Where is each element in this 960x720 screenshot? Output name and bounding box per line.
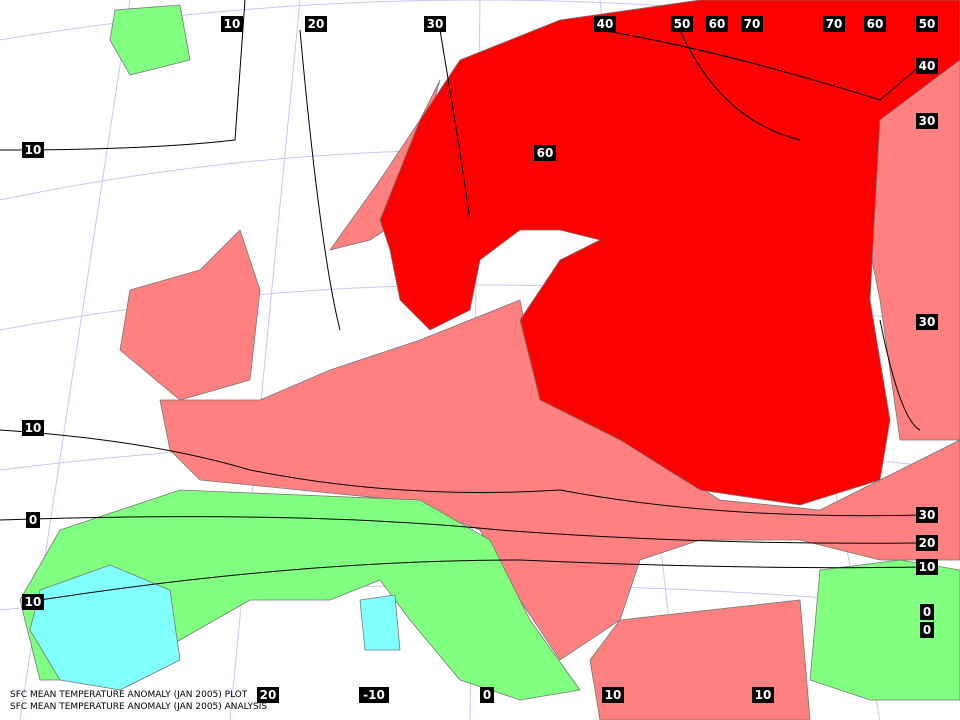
contour-label-text: 10 [25,143,42,157]
contour-label-box [305,16,327,32]
contour-label-text: 60 [867,17,884,31]
contour-label: 10 [602,687,624,703]
contour-label-text: 60 [709,17,726,31]
contour-label: 10 [752,687,774,703]
contour-label-text: 10 [919,560,936,574]
contour-label-text: 10 [25,595,42,609]
contour-label-text: 20 [919,536,936,550]
contour-label: 10 [916,559,938,575]
contour-label-text: 20 [260,688,277,702]
contour-label: 60 [706,16,728,32]
contour-label: 0 [26,512,40,528]
contour-label: 20 [916,535,938,551]
footer-line: SFC MEAN TEMPERATURE ANOMALY (JAN 2005) … [10,690,248,700]
contour-label: 40 [594,16,616,32]
contour-label: 70 [741,16,763,32]
contour-label-text: 30 [427,17,444,31]
contour-label-box [916,507,938,523]
contour-label-text: 70 [744,17,761,31]
contour-label: 0 [920,604,934,620]
contour-label-text: 10 [605,688,622,702]
contour-label-box [22,594,44,610]
contour-label: 40 [916,58,938,74]
contour-label: 60 [534,145,556,161]
contour-label-box [424,16,446,32]
contour-label-box [916,535,938,551]
contour-label-box [257,687,279,703]
contour-label-box [359,687,389,703]
contour-label: 30 [916,314,938,330]
contour-label-box [671,16,693,32]
contour-label: -10 [359,687,389,703]
contour-label: 30 [916,113,938,129]
contour-label: 20 [305,16,327,32]
contour-label-box [916,559,938,575]
contour-label-box [221,16,243,32]
contour-label-box [741,16,763,32]
contour-label-box [920,604,934,620]
contour-label-text: 0 [29,513,37,527]
contour-label: 0 [920,622,934,638]
contour-label-box [22,420,44,436]
contour-label-box [602,687,624,703]
contour-label-box [916,314,938,330]
contour-label-box [706,16,728,32]
contour-label-text: -10 [363,688,385,702]
contour-label-text: 60 [537,146,554,160]
contour-label-text: 50 [674,17,691,31]
contour-label-text: 10 [224,17,241,31]
contour-label-text: 30 [919,114,936,128]
contour-label-text: 0 [483,688,491,702]
contour-label-box [920,622,934,638]
contour-label-box [916,58,938,74]
contour-label-box [823,16,845,32]
contour-label-text: 20 [308,17,325,31]
contour-label-box [752,687,774,703]
contour-label-box [916,113,938,129]
contour-label: 20 [257,687,279,703]
contour-label-text: 30 [919,315,936,329]
contour-label-text: 40 [597,17,614,31]
contour-label-box [480,687,494,703]
contour-label-text: 0 [923,605,931,619]
contour-label-box [594,16,616,32]
contour-label-box [864,16,886,32]
contour-label-box [26,512,40,528]
contour-label-text: 10 [755,688,772,702]
contour-label: 0 [480,687,494,703]
contour-label-box [534,145,556,161]
contour-label: 30 [916,507,938,523]
contour-label-box [22,142,44,158]
contour-label-text: 70 [826,17,843,31]
contour-label-text: 0 [923,623,931,637]
contour-label: 50 [671,16,693,32]
contour-label: 10 [22,142,44,158]
contour-label: 10 [221,16,243,32]
contour-label-text: 10 [25,421,42,435]
contour-label-text: 40 [919,59,936,73]
contour-label: 70 [823,16,845,32]
contour-label: 10 [22,594,44,610]
contour-label: 30 [424,16,446,32]
contour-label: 50 [916,16,938,32]
contour-label-text: 50 [919,17,936,31]
contour-label: 60 [864,16,886,32]
footer-line: SFC MEAN TEMPERATURE ANOMALY (JAN 2005) … [10,702,267,712]
contour-label: 10 [22,420,44,436]
contour-label-box [916,16,938,32]
contour-label-text: 30 [919,508,936,522]
